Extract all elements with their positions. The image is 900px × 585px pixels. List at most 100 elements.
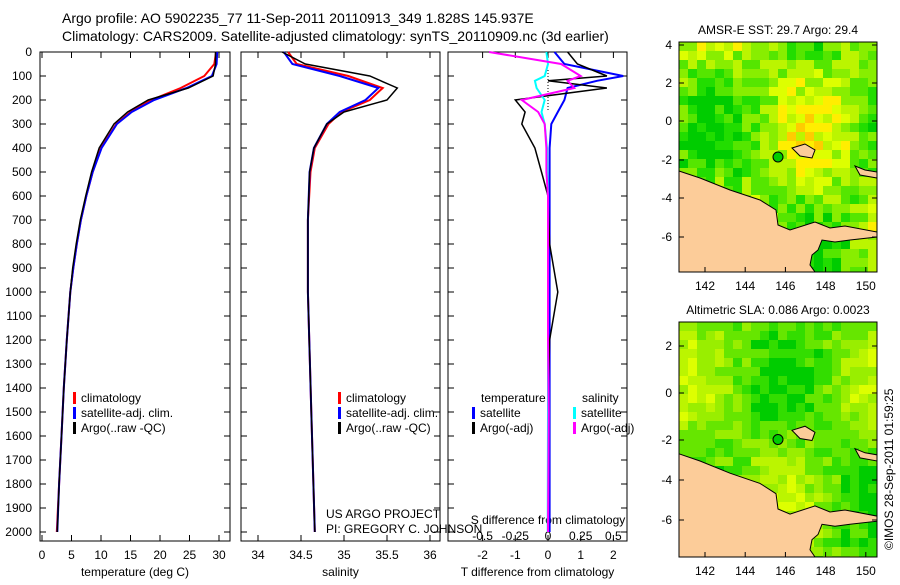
map-cell: [841, 367, 850, 376]
map-cell: [859, 213, 868, 222]
y-tick-label: 800: [12, 237, 32, 251]
map-x-tick-label: 148: [816, 564, 836, 578]
map-cell: [733, 430, 742, 439]
map-cell: [742, 78, 751, 87]
map-cell: [778, 484, 787, 493]
map-cell: [796, 96, 805, 105]
map-cell: [688, 159, 697, 168]
map-cell: [850, 331, 859, 340]
map-cell: [742, 150, 751, 159]
map-cell: [841, 60, 850, 69]
map-cell: [760, 475, 769, 484]
x-tick-label: 34.5: [289, 548, 313, 562]
map-cell: [760, 412, 769, 421]
map-cell: [796, 385, 805, 394]
map-cell: [832, 204, 841, 213]
map-cell: [859, 376, 868, 385]
map-cell: [742, 349, 751, 358]
sst-map: AMSR-E SST: 29.7 Argo: 29.4 142 144 146 148 1…: [661, 23, 878, 293]
map-cell: [697, 394, 706, 403]
map-cell: [760, 403, 769, 412]
map-cell: [796, 69, 805, 78]
map-cell: [841, 123, 850, 132]
map-cell: [706, 412, 715, 421]
map-cell: [841, 267, 850, 272]
map-cell: [769, 421, 778, 430]
y-tick-label: 200: [12, 93, 32, 107]
map-cell: [832, 322, 841, 331]
map-cell: [751, 331, 760, 340]
map-cell: [868, 457, 877, 466]
map-cell: [814, 448, 823, 457]
map-cell: [697, 358, 706, 367]
map-cell: [751, 367, 760, 376]
diff-3: [488, 51, 583, 533]
diff-1: [513, 51, 608, 532]
map-cell: [769, 195, 778, 204]
map-cell: [841, 42, 850, 51]
legend-swatch: [73, 422, 76, 434]
map-cell: [841, 484, 850, 493]
map-cell: [805, 213, 814, 222]
map-cell: [742, 69, 751, 78]
map-cell: [679, 367, 688, 376]
map-cell: [814, 96, 823, 105]
map-cell: [751, 159, 760, 168]
map-cell: [814, 60, 823, 69]
map-cell: [823, 204, 832, 213]
map-cell: [787, 150, 796, 159]
map-cell: [715, 394, 724, 403]
map-cell: [850, 132, 859, 141]
map-cell: [742, 168, 751, 177]
map-cell: [805, 448, 814, 457]
map-cell: [832, 159, 841, 168]
map-cell: [733, 105, 742, 114]
x-tick-label: 35: [337, 548, 351, 562]
map-cell: [787, 204, 796, 213]
map-cell: [832, 457, 841, 466]
map-cell: [805, 340, 814, 349]
map-cell: [787, 69, 796, 78]
map-cell: [706, 123, 715, 132]
map-cell: [832, 367, 841, 376]
map-cell: [742, 376, 751, 385]
map-x-tick-label: 146: [775, 279, 795, 293]
map-cell: [850, 358, 859, 367]
map-cell: [832, 403, 841, 412]
map-cell: [697, 51, 706, 60]
map-cell: [823, 96, 832, 105]
map-cell: [832, 331, 841, 340]
map-cell: [814, 421, 823, 430]
map-y-tick-label: -6: [661, 230, 672, 244]
map-cell: [814, 213, 823, 222]
map-cell: [679, 376, 688, 385]
map-cell: [751, 394, 760, 403]
map-cell: [823, 547, 832, 556]
map-cell: [679, 114, 688, 123]
map-cell: [868, 222, 877, 231]
map-cell: [688, 150, 697, 159]
map-cell: [760, 439, 769, 448]
map-cell: [868, 340, 877, 349]
map-cell: [751, 340, 760, 349]
map-cell: [796, 105, 805, 114]
map-cell: [841, 240, 850, 249]
map-cell: [679, 159, 688, 168]
map-cell: [769, 439, 778, 448]
map-cell: [850, 457, 859, 466]
map-cell: [868, 141, 877, 150]
map-cell: [832, 168, 841, 177]
map-cell: [688, 132, 697, 141]
map-cell: [706, 376, 715, 385]
map-cell: [796, 213, 805, 222]
map-cell: [706, 358, 715, 367]
map-cell: [805, 349, 814, 358]
map-cell: [859, 78, 868, 87]
map-cell: [832, 529, 841, 538]
map-cell: [715, 177, 724, 186]
map-cell: [859, 132, 868, 141]
legend-swatch: [73, 407, 76, 419]
map-cell: [787, 484, 796, 493]
map-cell: [778, 177, 787, 186]
